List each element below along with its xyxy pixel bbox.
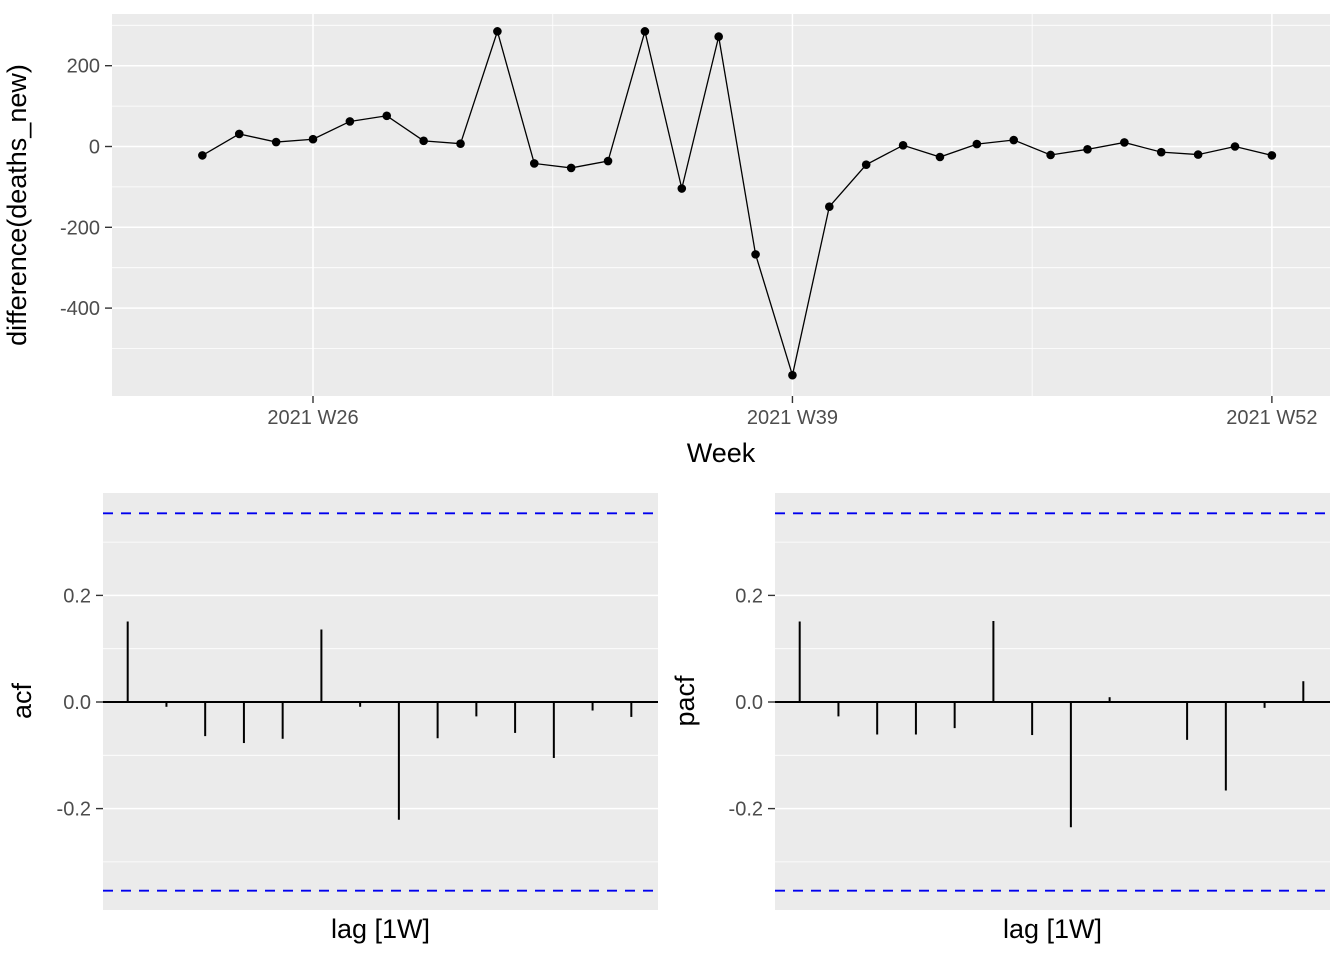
y-axis-tick-label: -400 — [60, 298, 100, 320]
x-axis-title: Week — [687, 438, 756, 468]
data-point — [566, 163, 576, 173]
x-axis-tick-label: 2021 W39 — [747, 407, 838, 429]
y-axis-tick-label: 200 — [67, 56, 100, 78]
data-point — [898, 140, 908, 150]
y-axis-tick-label: 0.2 — [735, 585, 763, 607]
difference-series-line — [202, 28, 1273, 378]
data-point — [751, 250, 760, 259]
difference-line-chart: 200 0 -200 -400 2021 W26 2021 W39 2021 W52 Week… — [2, 14, 1330, 468]
data-point — [640, 27, 650, 36]
data-point — [935, 152, 945, 162]
x-axis-tick-label: 2021 W52 — [1226, 407, 1317, 429]
data-point — [714, 32, 723, 41]
y-axis-tick-label: -200 — [60, 217, 100, 239]
data-point — [1230, 142, 1240, 151]
data-point — [1046, 150, 1055, 160]
data-point — [345, 117, 355, 126]
data-point — [1267, 151, 1277, 160]
data-point — [419, 136, 428, 146]
y-axis-tick-label: 0.2 — [63, 585, 91, 607]
data-point — [788, 370, 797, 380]
pacf-bar-chart: 0.2 0.0 -0.2 lag [1W] pacf — [672, 493, 1330, 944]
y-axis-tick-label: 0.0 — [63, 692, 91, 714]
data-point — [198, 151, 207, 160]
data-point — [1009, 135, 1019, 145]
y-axis-title: pacf — [672, 675, 700, 727]
y-axis-title: difference(deaths_new) — [2, 64, 32, 346]
x-axis-tick-label: 2021 W26 — [267, 407, 358, 429]
acf-bar-chart: 0.2 0.0 -0.2 lag [1W] acf — [7, 493, 658, 944]
data-point — [677, 184, 687, 193]
y-axis-tick-label: 0.0 — [735, 692, 763, 714]
data-point — [1120, 138, 1129, 147]
data-point — [1193, 150, 1203, 159]
data-point — [1083, 145, 1092, 154]
data-point — [825, 202, 834, 211]
data-point — [308, 134, 318, 144]
y-axis-tick-label: -0.2 — [57, 799, 91, 821]
y-axis-title: acf — [7, 682, 37, 719]
data-point — [861, 160, 871, 169]
x-axis-title: lag [1W] — [331, 914, 430, 944]
data-point — [234, 129, 244, 139]
data-point — [603, 156, 613, 166]
x-axis-title: lag [1W] — [1003, 914, 1102, 944]
data-point — [456, 139, 465, 148]
data-point — [271, 137, 281, 147]
acf-pacf-row: 0.2 0.0 -0.2 lag [1W] acf 0.2 0.0 -0.2 lag [1W]… — [0, 480, 1344, 960]
data-point — [972, 139, 982, 149]
plot-panel — [112, 14, 1330, 396]
data-point — [382, 111, 392, 121]
data-point — [493, 27, 502, 36]
y-axis-tick-label: -0.2 — [729, 799, 763, 821]
y-axis-tick-label: 0 — [89, 137, 100, 159]
data-point — [529, 159, 539, 168]
data-point — [1156, 147, 1166, 157]
